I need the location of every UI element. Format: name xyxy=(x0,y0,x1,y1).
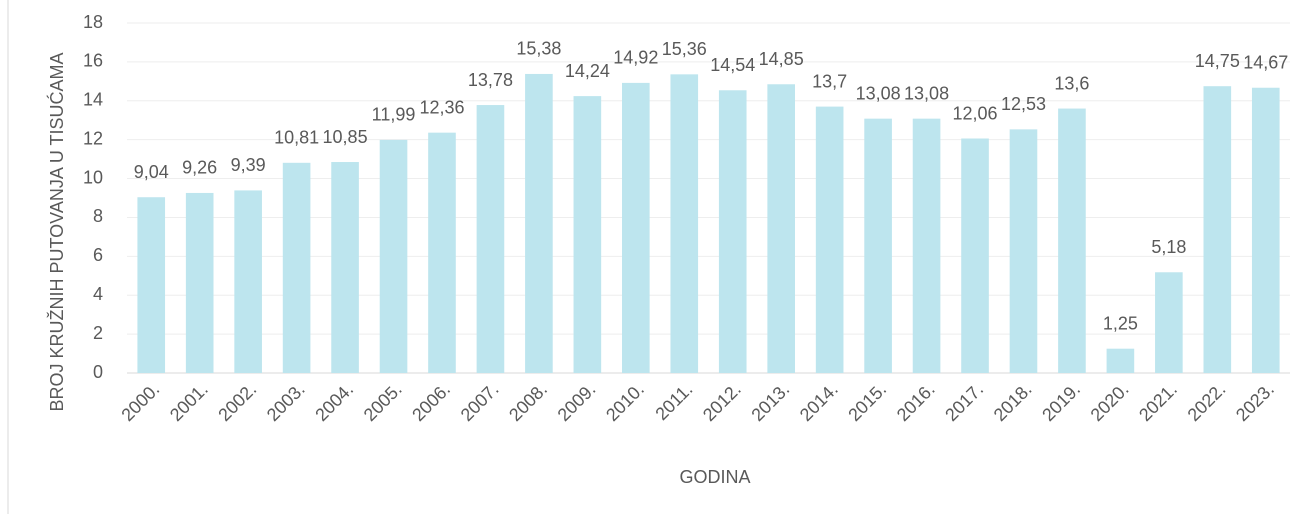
bar xyxy=(912,118,941,374)
x-tick-label: 2013. xyxy=(747,379,793,425)
bar xyxy=(767,84,795,373)
bar xyxy=(137,197,166,373)
y-tick-label: 0 xyxy=(93,362,103,382)
bar xyxy=(379,139,408,373)
y-tick-label: 10 xyxy=(83,167,103,187)
data-label: 13,08 xyxy=(856,83,901,103)
y-tick-label: 18 xyxy=(83,12,103,32)
y-tick-label: 2 xyxy=(93,323,103,343)
x-tick-label: 2019. xyxy=(1038,379,1084,425)
bar xyxy=(428,132,456,373)
data-label: 14,75 xyxy=(1195,51,1240,71)
bar xyxy=(525,73,553,373)
bar xyxy=(670,74,699,373)
x-tick-label: 2020. xyxy=(1087,379,1133,425)
y-axis-title: BROJ KRUŽNIH PUTOVANJA U TISUĆAMA xyxy=(46,52,67,411)
data-label: 9,26 xyxy=(182,158,217,178)
data-label: 13,7 xyxy=(812,71,847,91)
x-tick-label: 2002. xyxy=(214,379,260,425)
data-label: 10,85 xyxy=(323,127,368,147)
x-tick-label: 2009. xyxy=(554,379,600,425)
data-label: 15,38 xyxy=(516,39,561,59)
data-label: 14,85 xyxy=(759,49,804,69)
x-tick-label: 2012. xyxy=(699,379,745,425)
bar xyxy=(185,192,214,373)
x-tick-label: 2006. xyxy=(408,379,454,425)
x-tick-label: 2005. xyxy=(360,379,406,425)
bar xyxy=(1058,108,1086,374)
x-tick-label: 2011. xyxy=(651,379,696,424)
bar xyxy=(622,82,650,373)
data-label: 12,36 xyxy=(419,97,464,117)
data-label: 13,78 xyxy=(468,70,513,90)
bar xyxy=(1155,272,1183,373)
bar xyxy=(573,96,602,373)
bar xyxy=(282,162,311,373)
bar xyxy=(1251,87,1280,373)
bar xyxy=(234,190,262,373)
x-tick-label: 2016. xyxy=(893,379,939,425)
bar xyxy=(815,106,844,373)
x-tick-label: 2010. xyxy=(602,379,648,425)
x-tick-label: 2022. xyxy=(1184,379,1230,425)
x-tick-label: 2017. xyxy=(941,379,987,425)
x-tick-label: 2007. xyxy=(457,379,503,425)
bar xyxy=(1009,129,1038,373)
data-label: 1,25 xyxy=(1103,313,1138,333)
data-label: 14,54 xyxy=(710,55,755,75)
bar xyxy=(864,118,892,374)
y-tick-label: 14 xyxy=(83,90,103,110)
data-label: 9,39 xyxy=(231,155,266,175)
data-label: 13,6 xyxy=(1054,73,1089,93)
x-tick-label: 2023. xyxy=(1232,379,1278,425)
bar xyxy=(476,105,505,374)
data-label: 15,36 xyxy=(662,39,707,59)
data-label: 14,67 xyxy=(1243,53,1288,73)
data-label: 14,24 xyxy=(565,61,610,81)
data-label: 12,06 xyxy=(952,103,997,123)
x-tick-label: 2004. xyxy=(311,379,357,425)
y-tick-label: 16 xyxy=(83,51,103,71)
x-tick-label: 2021. xyxy=(1135,379,1181,425)
y-tick-label: 8 xyxy=(93,206,103,226)
x-axis-title: GODINA xyxy=(679,467,750,487)
bar xyxy=(1203,86,1232,373)
y-tick-label: 4 xyxy=(93,284,103,304)
data-label: 14,92 xyxy=(613,48,658,68)
data-label: 9,04 xyxy=(134,162,169,182)
x-tick-label: 2000. xyxy=(117,379,163,425)
x-tick-label: 2001. xyxy=(166,379,212,425)
data-label: 13,08 xyxy=(904,83,949,103)
data-label: 11,99 xyxy=(372,105,416,125)
bar xyxy=(331,162,359,373)
x-tick-label: 2008. xyxy=(505,379,551,425)
x-tick-label: 2014. xyxy=(796,379,842,425)
bar xyxy=(718,90,747,374)
data-label: 5,18 xyxy=(1151,237,1186,257)
y-tick-label: 12 xyxy=(83,128,103,148)
y-tick-label: 6 xyxy=(93,245,103,265)
x-tick-label: 2015. xyxy=(844,379,890,425)
bar xyxy=(961,138,989,373)
x-tick-label: 2003. xyxy=(263,379,309,425)
bar xyxy=(1106,348,1135,373)
data-label: 12,53 xyxy=(1001,94,1046,114)
data-label: 10,81 xyxy=(274,128,319,148)
x-tick-label: 2018. xyxy=(990,379,1036,425)
